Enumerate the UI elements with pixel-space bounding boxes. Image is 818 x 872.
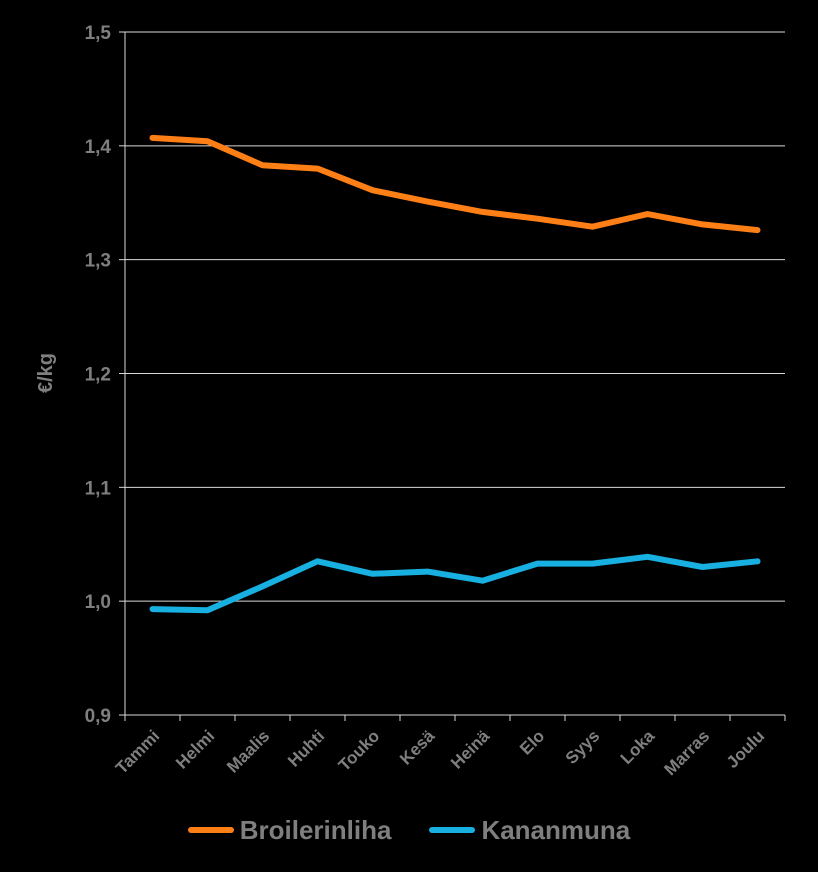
series-lines (149, 134, 761, 614)
x-tick-label: Elo (516, 726, 548, 758)
y-tick-label: 1,5 (85, 23, 112, 44)
y-tick-label: 1,0 (85, 592, 111, 613)
y-tick-label: 0,9 (85, 706, 111, 727)
x-tick-label: Loka (617, 726, 659, 768)
y-tick-label: 1,3 (85, 251, 111, 272)
y-tick-labels: 0,9 1,0 1,1 1,2 1,3 1,4 1,5 (85, 23, 112, 727)
axes (119, 31, 786, 721)
x-tick-label: Huhti (284, 726, 328, 770)
x-tick-label: Tammi (112, 726, 163, 777)
legend-swatch (429, 827, 476, 833)
x-tick-label: Joulu (723, 726, 768, 771)
y-tick-label: 1,1 (85, 478, 112, 499)
gridlines (125, 31, 785, 602)
legend-item-broilerinliha: Broilerinliha (187, 814, 392, 846)
series-line-kananmuna (149, 553, 761, 614)
legend-label: Kananmuna (481, 814, 631, 845)
x-tick-label: Heinä (447, 726, 494, 773)
x-tick-labels: Tammi Helmi Maalis Huhti Touko Kesä Heinä Elo Sy… (112, 726, 768, 779)
x-tick-label: Marras (660, 726, 713, 779)
x-tick-label: Helmi (172, 726, 218, 772)
x-tick-label: Syys (562, 726, 604, 768)
series-line-broilerinliha (149, 134, 761, 234)
x-tick-label: Kesä (396, 726, 439, 769)
y-axis-title: €/kg (35, 353, 57, 393)
y-tick-label: 1,4 (85, 137, 112, 158)
legend-swatch (187, 827, 234, 833)
legend: Broilerinliha Kananmuna (0, 808, 818, 852)
y-tick-label: 1,2 (85, 365, 111, 386)
x-tick-label: Maalis (223, 726, 273, 776)
legend-item-kananmuna: Kananmuna (429, 815, 630, 846)
x-tick-label: Touko (335, 726, 384, 775)
legend-label: Broilerinliha (239, 814, 392, 845)
